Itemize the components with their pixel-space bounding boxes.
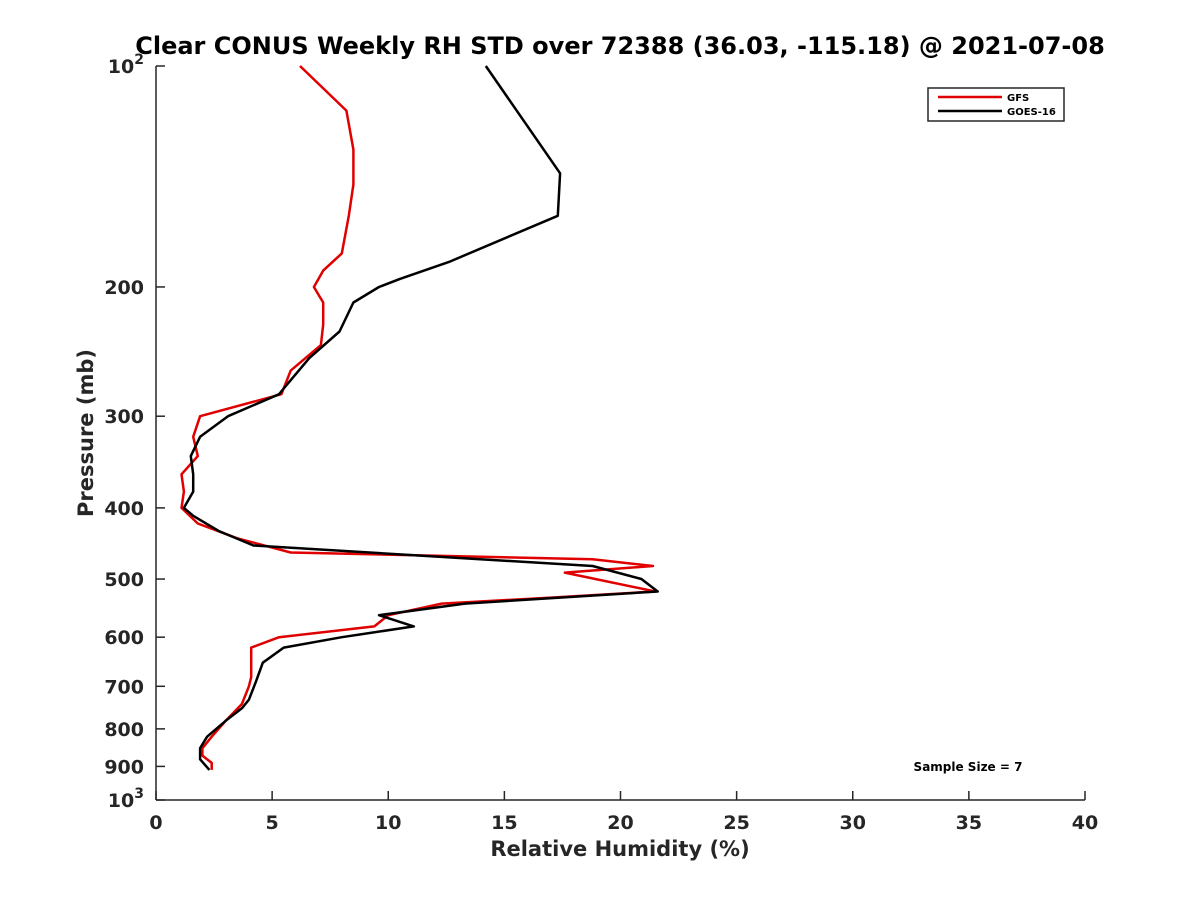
y-tick-label: 500 <box>104 569 144 591</box>
legend-label-gfs: GFS <box>1007 93 1029 104</box>
series-lines <box>180 65 659 771</box>
legend-box <box>927 87 1065 122</box>
y-tick-label: 200 <box>104 277 144 299</box>
plot-area: 0 5 10 15 20 25 30 35 40 102 200 300 400 500 600 700 80… <box>104 52 1098 834</box>
y-tick-label: 800 <box>104 719 144 741</box>
x-tick-label: 15 <box>491 812 517 834</box>
y-tick-label: 103 <box>108 786 144 812</box>
y-tick-label: 400 <box>104 498 144 520</box>
x-axis-ticks: 0 5 10 15 20 25 30 35 40 <box>149 791 1098 834</box>
legend: GFS GOES-16 <box>927 87 1065 122</box>
y-axis-ticks: 102 200 300 400 500 600 700 800 900 103 <box>104 52 165 812</box>
y-tick-label: 900 <box>104 756 144 778</box>
x-tick-label: 40 <box>1072 812 1098 834</box>
chart-title: Clear CONUS Weekly RH STD over 72388 (36… <box>135 32 1105 60</box>
y-axis-label: Pressure (mb) <box>74 349 98 517</box>
x-axis-label: Relative Humidity (%) <box>490 837 749 861</box>
series-line-goes16 <box>182 65 659 771</box>
x-tick-label: 25 <box>723 812 749 834</box>
x-tick-label: 0 <box>149 812 162 834</box>
sample-size-annotation: Sample Size = 7 <box>914 760 1023 774</box>
x-tick-label: 5 <box>266 812 279 834</box>
y-tick-label: 300 <box>104 406 144 428</box>
x-tick-label: 10 <box>375 812 401 834</box>
axes-background <box>156 66 1085 800</box>
x-tick-label: 30 <box>840 812 866 834</box>
y-tick-label: 700 <box>104 676 144 698</box>
y-tick-label: 102 <box>108 52 144 78</box>
x-tick-label: 20 <box>607 812 633 834</box>
y-tick-label: 600 <box>104 627 144 649</box>
x-tick-label: 35 <box>956 812 982 834</box>
legend-label-goes16: GOES-16 <box>1007 107 1056 118</box>
